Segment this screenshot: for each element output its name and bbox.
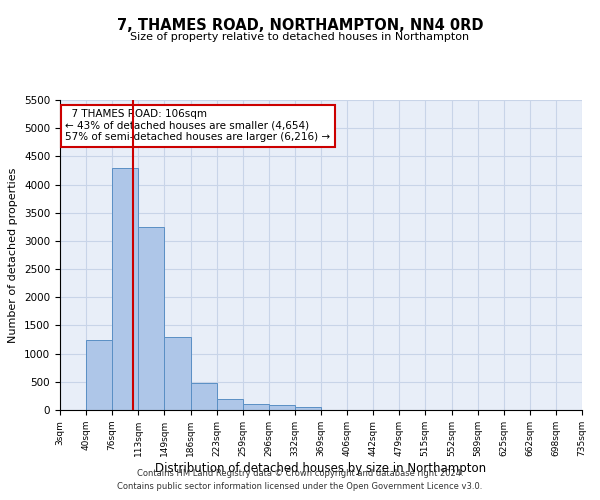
Bar xyxy=(191,383,217,410)
Text: 7 THAMES ROAD: 106sqm  
← 43% of detached houses are smaller (4,654)
57% of semi: 7 THAMES ROAD: 106sqm ← 43% of detached … xyxy=(65,110,331,142)
Y-axis label: Number of detached properties: Number of detached properties xyxy=(8,168,19,342)
Bar xyxy=(164,336,191,410)
Bar xyxy=(139,227,164,410)
Text: Size of property relative to detached houses in Northampton: Size of property relative to detached ho… xyxy=(130,32,470,42)
Bar xyxy=(269,406,295,410)
Bar xyxy=(86,340,112,410)
Bar xyxy=(295,406,321,410)
Bar xyxy=(112,168,139,410)
Text: Contains public sector information licensed under the Open Government Licence v3: Contains public sector information licen… xyxy=(118,482,482,491)
Bar xyxy=(217,398,242,410)
Text: 7, THAMES ROAD, NORTHAMPTON, NN4 0RD: 7, THAMES ROAD, NORTHAMPTON, NN4 0RD xyxy=(117,18,483,32)
X-axis label: Distribution of detached houses by size in Northampton: Distribution of detached houses by size … xyxy=(155,462,487,474)
Text: Contains HM Land Registry data © Crown copyright and database right 2024.: Contains HM Land Registry data © Crown c… xyxy=(137,468,463,477)
Bar xyxy=(242,404,269,410)
